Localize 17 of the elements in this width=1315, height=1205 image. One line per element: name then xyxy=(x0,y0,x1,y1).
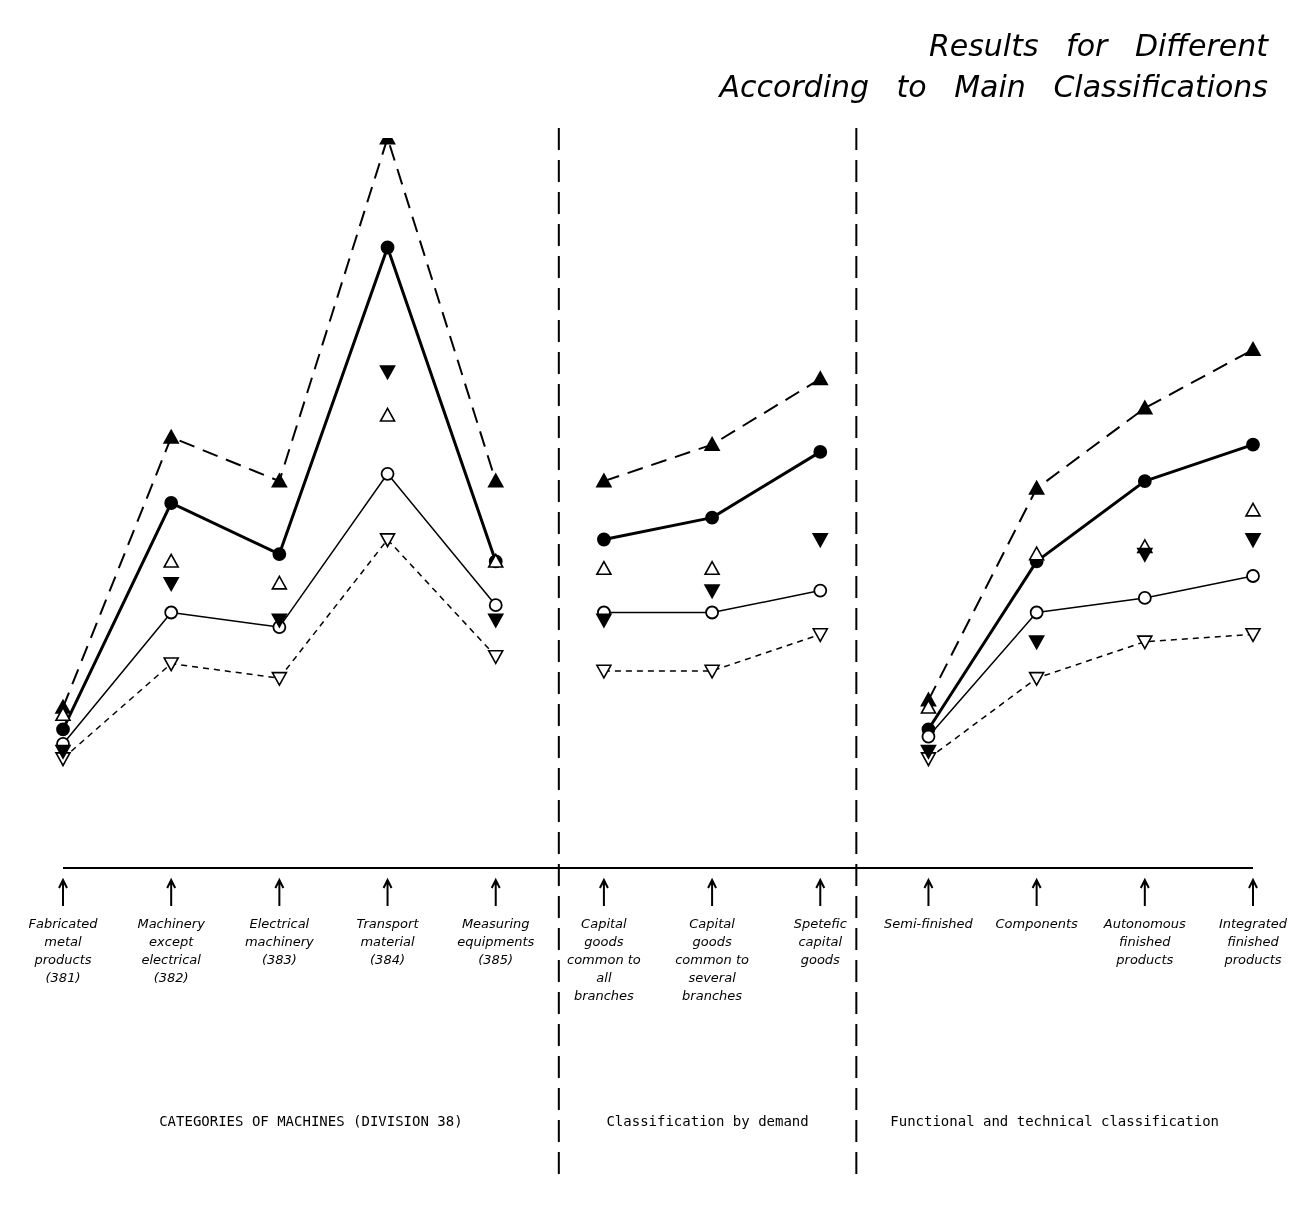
x-tick-label: Autonomous finished products xyxy=(1102,916,1187,967)
x-tick-label: Transport material (384) xyxy=(356,916,420,967)
text: Functional and technical classification xyxy=(889,1112,1220,1131)
x-tick-label: Integrated finished products xyxy=(1218,916,1288,967)
x-tick-label: Electrical machinery (383) xyxy=(244,916,315,967)
x-tick-label: Spetefic capital goods xyxy=(793,916,847,967)
x-tick-label: Capital goods common to several branches xyxy=(675,916,750,1003)
text: Classification by demand xyxy=(605,1112,810,1131)
chart-subtitle: According to Main Classifications xyxy=(719,69,1268,104)
x-tick-label: Components xyxy=(995,916,1078,931)
x-tick-label: Capital goods common to all branches xyxy=(567,916,641,1003)
x-tick-label: Semi-finished xyxy=(884,916,974,931)
x-tick-label: Machinery except electrical (382) xyxy=(137,916,206,985)
chart-title: Results for Different xyxy=(927,28,1268,63)
text: CATEGORIES OF MACHINES (DIVISION 38) xyxy=(158,1112,464,1131)
x-tick-label: Fabricated metal products (381) xyxy=(28,916,99,985)
x-tick-label: Measuring equipments (385) xyxy=(457,916,535,967)
